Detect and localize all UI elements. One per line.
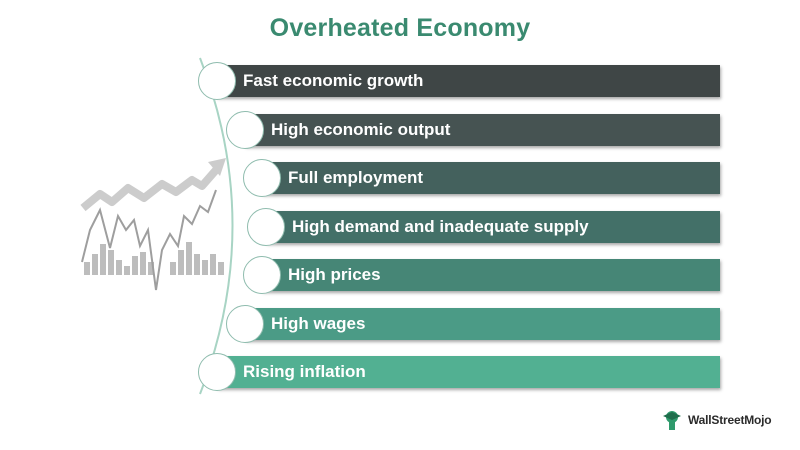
step-node [198,353,236,391]
step-node [243,256,281,294]
step-label: High wages [271,314,366,333]
step-bar: High prices [262,259,720,291]
step-label: Fast economic growth [243,71,424,90]
wallstreetmojo-logo-icon [663,411,681,430]
step-bar: High demand and inadequate supply [266,211,720,243]
step-bar: Rising inflation [217,356,720,388]
step-bar: High economic output [245,114,720,146]
brand-name: WallStreetMojo [688,413,772,427]
step-node [198,62,236,100]
trend-chart-icon [80,158,226,291]
step-label: High economic output [271,120,451,139]
step-bar: Fast economic growth [217,65,720,97]
step-node [226,305,264,343]
diagram-title: Overheated Economy [269,14,531,42]
step-node [247,208,285,246]
step-label: High demand and inadequate supply [292,217,589,236]
step-label: Rising inflation [243,362,366,381]
step-node [226,111,264,149]
step-label: High prices [288,265,381,284]
brand-logo: WallStreetMojo [660,408,772,432]
step-bar: High wages [245,308,720,340]
step-label: Full employment [288,168,424,187]
step-node [243,159,281,197]
step-bar: Full employment [262,162,720,194]
